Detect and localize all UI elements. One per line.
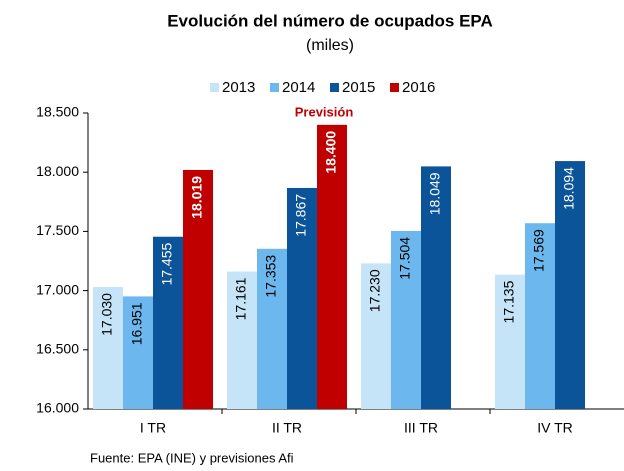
- x-tick-label: I TR: [140, 420, 166, 436]
- y-tick-label: 17.500: [36, 222, 79, 238]
- legend-label: 2015: [342, 79, 375, 96]
- value-label: 17.135: [501, 280, 517, 323]
- annotation: Previsión: [295, 104, 354, 119]
- value-label: 18.049: [427, 172, 443, 215]
- legend-swatch: [390, 83, 399, 92]
- chart-subtitle: (miles): [306, 37, 354, 54]
- x-tick-label: II TR: [272, 420, 302, 436]
- bar: [287, 187, 317, 409]
- bar: [555, 161, 585, 409]
- bar: [227, 271, 257, 409]
- value-label: 18.019: [189, 176, 205, 219]
- bar: [257, 248, 287, 409]
- bar: [361, 263, 391, 409]
- legend-label: 2014: [282, 79, 315, 96]
- bar: [317, 124, 347, 409]
- chart-title: Evolución del número de ocupados EPA: [167, 11, 493, 30]
- y-tick-label: 18.500: [36, 104, 79, 120]
- source-note: Fuente: EPA (INE) y previsiones Afi: [90, 450, 294, 465]
- value-label: 17.504: [397, 237, 413, 280]
- bar: [93, 287, 123, 409]
- y-tick-label: 16.000: [36, 400, 79, 416]
- value-label: 17.455: [159, 243, 175, 286]
- bar: [391, 230, 421, 409]
- value-label: 17.030: [99, 293, 115, 336]
- value-label: 17.569: [531, 229, 547, 272]
- x-tick-label: IV TR: [537, 420, 573, 436]
- bar: [495, 274, 525, 409]
- bar: [525, 223, 555, 409]
- legend-swatch: [210, 83, 219, 92]
- value-label: 18.094: [561, 167, 577, 210]
- legend-label: 2013: [222, 79, 255, 96]
- y-tick-label: 17.000: [36, 281, 79, 297]
- bar: [123, 296, 153, 409]
- legend-label: 2016: [402, 79, 435, 96]
- bar: [153, 236, 183, 409]
- value-label: 18.400: [323, 131, 339, 174]
- bar: [421, 166, 451, 409]
- x-tick-label: III TR: [404, 420, 438, 436]
- value-label: 16.951: [129, 302, 145, 345]
- value-label: 17.353: [263, 255, 279, 298]
- y-tick-label: 16.500: [36, 341, 79, 357]
- y-tick-label: 18.000: [36, 163, 79, 179]
- bar: [183, 169, 213, 409]
- value-label: 17.867: [293, 194, 309, 237]
- legend-swatch: [330, 83, 339, 92]
- legend-swatch: [270, 83, 279, 92]
- value-label: 17.161: [233, 277, 249, 320]
- value-label: 17.230: [367, 269, 383, 312]
